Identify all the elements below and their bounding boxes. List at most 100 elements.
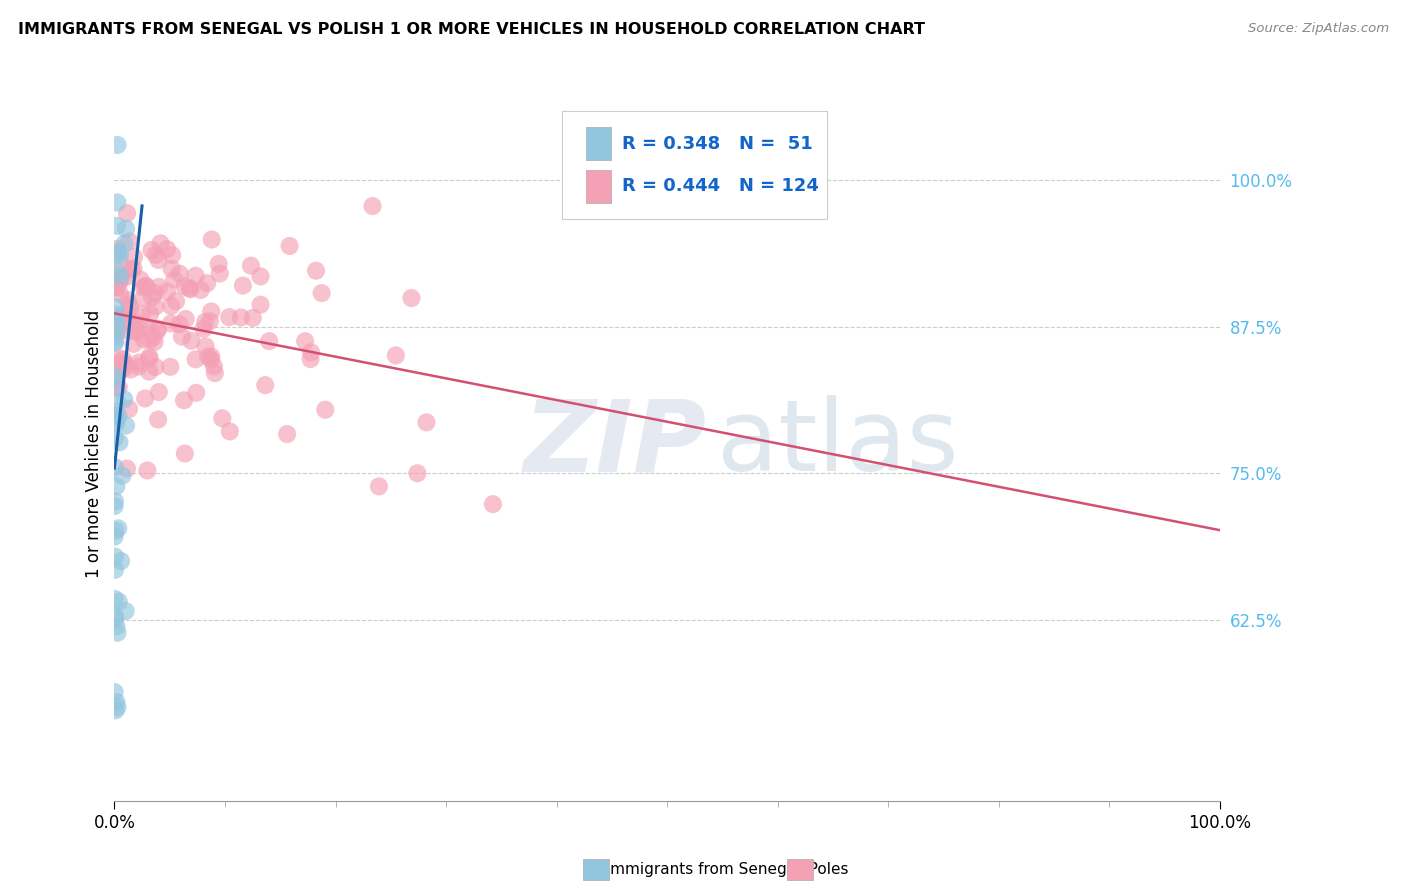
Point (132, 333, 155, 347)
Point (314, 402, 336, 417)
Point (232, 278, 254, 293)
Point (111, 259, 134, 273)
Point (107, 409, 129, 424)
Point (201, 232, 224, 246)
Text: atlas: atlas (717, 395, 959, 492)
Point (112, 392, 135, 407)
Point (406, 467, 429, 481)
Point (174, 312, 197, 326)
Point (229, 310, 252, 325)
Point (194, 315, 217, 329)
Point (104, 409, 127, 423)
Point (278, 239, 301, 253)
Point (194, 339, 217, 353)
Point (173, 393, 195, 408)
Point (198, 314, 221, 328)
Point (482, 497, 505, 511)
Point (108, 351, 131, 366)
Point (131, 307, 153, 321)
Point (107, 521, 129, 535)
Point (193, 322, 215, 336)
Point (218, 425, 240, 439)
Point (105, 619, 128, 633)
Point (239, 259, 262, 273)
Point (104, 530, 127, 544)
Point (105, 479, 128, 493)
Point (257, 334, 280, 348)
Point (134, 392, 156, 406)
Point (128, 359, 150, 374)
Point (105, 357, 128, 371)
Point (105, 195, 128, 210)
Point (115, 222, 138, 236)
Point (135, 279, 157, 293)
Point (368, 479, 391, 493)
Text: IMMIGRANTS FROM SENEGAL VS POLISH 1 OR MORE VEHICLES IN HOUSEHOLD CORRELATION CH: IMMIGRANTS FROM SENEGAL VS POLISH 1 OR M… (18, 22, 925, 37)
Point (145, 299, 167, 313)
Point (117, 269, 139, 284)
Point (118, 315, 141, 329)
Point (190, 283, 212, 297)
Point (132, 291, 155, 305)
Point (105, 381, 128, 395)
Point (104, 685, 127, 699)
Point (148, 385, 170, 400)
Point (107, 594, 129, 608)
Point (118, 402, 141, 417)
Point (149, 236, 172, 251)
Point (160, 261, 183, 276)
Point (105, 695, 128, 709)
Point (197, 350, 219, 364)
Point (110, 310, 132, 324)
Point (179, 282, 201, 296)
Point (208, 267, 231, 281)
Point (107, 138, 129, 153)
Point (108, 277, 131, 291)
Text: R = 0.444   N = 124: R = 0.444 N = 124 (621, 178, 818, 195)
Point (200, 350, 222, 364)
Point (104, 609, 127, 624)
Point (160, 317, 183, 331)
Point (148, 280, 170, 294)
Point (254, 378, 277, 392)
Point (132, 280, 155, 294)
Point (305, 263, 328, 277)
Point (104, 413, 127, 427)
Point (169, 318, 191, 332)
Point (104, 460, 127, 475)
Point (156, 285, 179, 299)
Point (104, 549, 127, 564)
Point (104, 703, 127, 717)
Point (104, 432, 127, 446)
Point (112, 358, 135, 372)
Text: ZIP: ZIP (523, 395, 706, 492)
Point (122, 336, 145, 351)
Point (104, 308, 127, 322)
Point (110, 272, 132, 286)
Point (104, 334, 127, 349)
Point (135, 278, 157, 293)
Point (294, 334, 316, 349)
Point (165, 294, 187, 309)
Point (146, 324, 169, 338)
Point (120, 301, 142, 315)
Point (115, 461, 138, 475)
Point (122, 314, 145, 328)
Point (361, 199, 384, 213)
Point (184, 268, 207, 283)
FancyBboxPatch shape (586, 170, 610, 202)
Point (104, 280, 127, 294)
Point (186, 385, 208, 400)
Point (122, 261, 145, 276)
Point (104, 330, 127, 344)
Point (142, 330, 165, 344)
Point (128, 356, 150, 370)
Point (148, 252, 170, 267)
Point (207, 257, 229, 271)
Point (311, 286, 333, 301)
FancyBboxPatch shape (562, 112, 827, 219)
Point (117, 323, 139, 337)
Point (115, 206, 138, 220)
Point (111, 468, 134, 483)
Point (163, 272, 186, 286)
